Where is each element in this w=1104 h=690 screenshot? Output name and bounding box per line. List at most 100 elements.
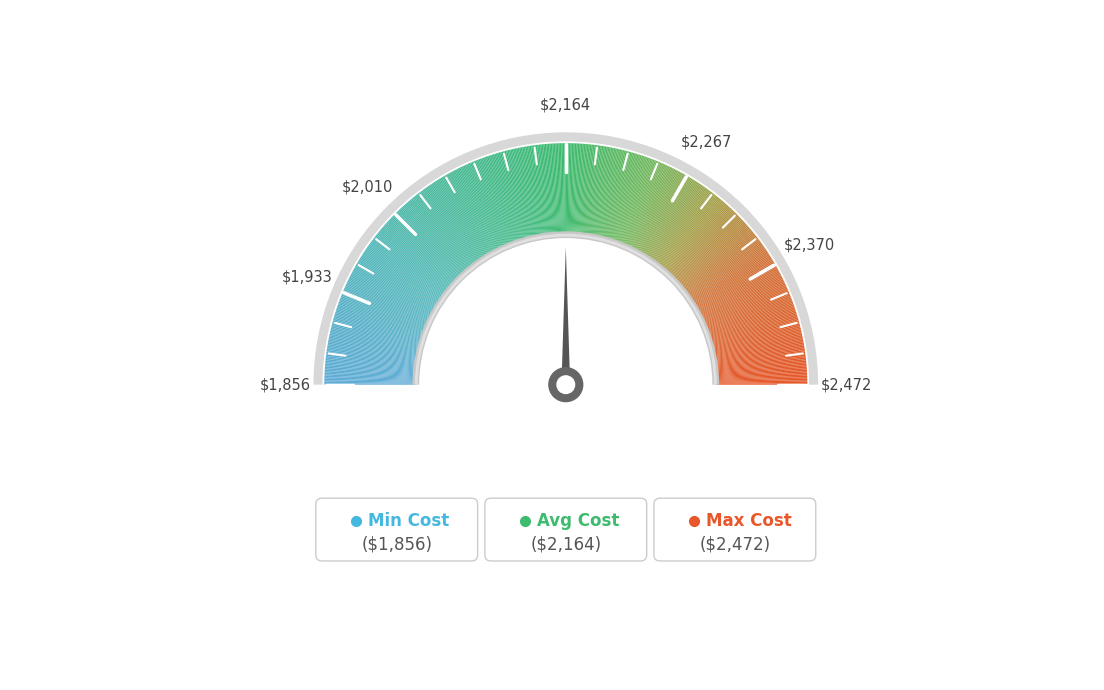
Wedge shape xyxy=(715,366,807,375)
Wedge shape xyxy=(354,266,435,312)
Wedge shape xyxy=(411,199,470,270)
Wedge shape xyxy=(365,249,442,302)
Wedge shape xyxy=(565,143,567,235)
Wedge shape xyxy=(549,144,556,235)
Wedge shape xyxy=(707,303,794,335)
Wedge shape xyxy=(575,144,583,235)
Wedge shape xyxy=(715,375,807,380)
Wedge shape xyxy=(658,195,716,268)
Wedge shape xyxy=(551,144,558,235)
Text: Avg Cost: Avg Cost xyxy=(537,512,619,530)
Wedge shape xyxy=(660,197,719,268)
Wedge shape xyxy=(683,235,756,293)
Wedge shape xyxy=(686,239,760,295)
Wedge shape xyxy=(688,245,764,299)
Wedge shape xyxy=(680,228,751,288)
Wedge shape xyxy=(581,144,592,236)
Wedge shape xyxy=(713,339,804,357)
Wedge shape xyxy=(608,153,636,242)
Wedge shape xyxy=(448,173,493,254)
Wedge shape xyxy=(715,362,806,371)
Wedge shape xyxy=(413,197,471,268)
Wedge shape xyxy=(480,159,513,245)
Wedge shape xyxy=(372,239,446,295)
Wedge shape xyxy=(592,147,609,237)
Wedge shape xyxy=(498,152,524,241)
Wedge shape xyxy=(667,206,730,275)
Wedge shape xyxy=(328,339,418,357)
Wedge shape xyxy=(433,182,484,260)
Wedge shape xyxy=(700,279,784,320)
Wedge shape xyxy=(715,380,807,383)
Text: $2,370: $2,370 xyxy=(783,238,835,253)
Text: $1,856: $1,856 xyxy=(261,377,311,392)
Wedge shape xyxy=(386,221,455,284)
Wedge shape xyxy=(481,158,514,244)
Wedge shape xyxy=(633,168,675,251)
Wedge shape xyxy=(662,199,722,270)
Wedge shape xyxy=(713,338,803,357)
Wedge shape xyxy=(361,255,439,305)
Wedge shape xyxy=(693,259,773,308)
Wedge shape xyxy=(572,144,576,235)
Wedge shape xyxy=(616,157,648,244)
Wedge shape xyxy=(390,218,457,282)
Wedge shape xyxy=(693,258,772,307)
Wedge shape xyxy=(664,201,724,272)
Wedge shape xyxy=(584,145,597,236)
Wedge shape xyxy=(455,170,498,252)
Wedge shape xyxy=(697,268,778,313)
FancyBboxPatch shape xyxy=(485,498,647,561)
Wedge shape xyxy=(696,264,776,311)
Wedge shape xyxy=(596,148,616,238)
Wedge shape xyxy=(665,203,725,273)
Text: $1,933: $1,933 xyxy=(282,270,332,285)
Wedge shape xyxy=(537,145,549,236)
Wedge shape xyxy=(410,199,469,270)
Wedge shape xyxy=(336,311,423,340)
Wedge shape xyxy=(692,257,772,306)
Wedge shape xyxy=(401,208,464,275)
Wedge shape xyxy=(339,300,425,333)
Wedge shape xyxy=(380,230,452,289)
Wedge shape xyxy=(702,283,786,323)
Wedge shape xyxy=(330,332,420,353)
Wedge shape xyxy=(684,238,758,295)
Wedge shape xyxy=(561,144,564,235)
Wedge shape xyxy=(591,147,608,237)
Wedge shape xyxy=(331,328,421,351)
Wedge shape xyxy=(595,148,614,238)
Wedge shape xyxy=(510,149,532,239)
Wedge shape xyxy=(351,274,433,317)
Wedge shape xyxy=(385,223,455,285)
Wedge shape xyxy=(539,144,550,236)
Wedge shape xyxy=(362,254,439,304)
Wedge shape xyxy=(715,377,807,381)
Wedge shape xyxy=(453,171,496,253)
Wedge shape xyxy=(712,333,803,354)
Wedge shape xyxy=(714,356,806,368)
Wedge shape xyxy=(601,150,623,239)
Wedge shape xyxy=(606,152,631,241)
Wedge shape xyxy=(713,341,804,359)
Wedge shape xyxy=(325,373,416,378)
Wedge shape xyxy=(400,208,464,276)
Wedge shape xyxy=(456,169,499,251)
Wedge shape xyxy=(337,307,424,337)
Wedge shape xyxy=(342,292,427,328)
Wedge shape xyxy=(679,226,749,287)
Wedge shape xyxy=(559,144,562,235)
Wedge shape xyxy=(645,179,694,258)
Wedge shape xyxy=(363,253,440,304)
Wedge shape xyxy=(710,322,799,346)
Wedge shape xyxy=(649,184,701,261)
Wedge shape xyxy=(691,253,768,304)
Wedge shape xyxy=(325,375,416,380)
Wedge shape xyxy=(708,310,796,339)
Wedge shape xyxy=(603,150,627,240)
Wedge shape xyxy=(519,148,538,238)
Wedge shape xyxy=(351,273,433,316)
Wedge shape xyxy=(705,299,792,332)
Wedge shape xyxy=(709,313,797,341)
Wedge shape xyxy=(714,350,805,364)
